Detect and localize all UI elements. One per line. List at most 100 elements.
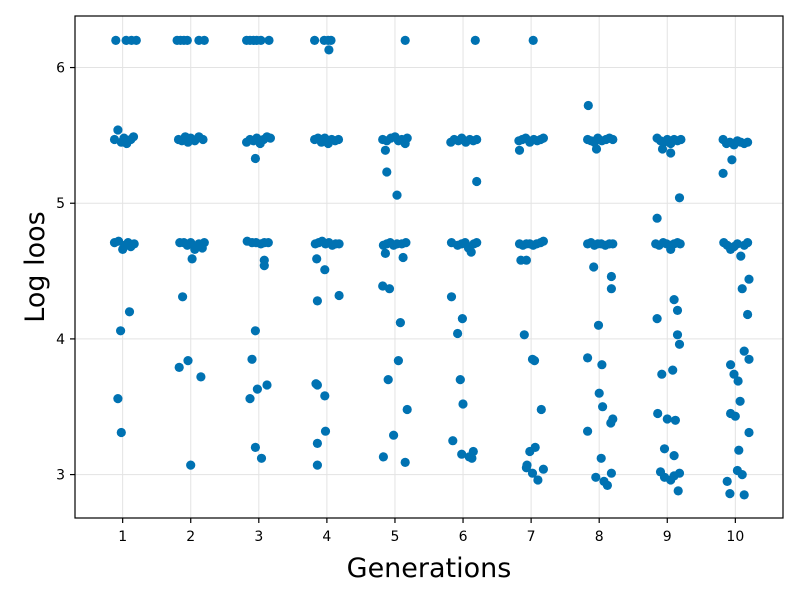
data-point bbox=[536, 404, 546, 415]
data-point bbox=[401, 238, 411, 248]
data-point bbox=[722, 476, 732, 486]
x-tick-label: 10 bbox=[726, 529, 744, 545]
data-point bbox=[674, 339, 685, 349]
data-point bbox=[312, 460, 322, 470]
data-point bbox=[739, 490, 749, 500]
data-point bbox=[593, 320, 604, 330]
data-point bbox=[583, 100, 593, 111]
data-point bbox=[392, 190, 402, 200]
data-point bbox=[672, 330, 683, 340]
data-point bbox=[199, 35, 209, 46]
data-point bbox=[252, 384, 262, 394]
data-point bbox=[196, 372, 206, 382]
data-point bbox=[458, 399, 468, 409]
data-point bbox=[606, 271, 617, 282]
data-point bbox=[382, 167, 392, 177]
x-tick-label: 8 bbox=[595, 529, 604, 545]
data-point bbox=[333, 134, 344, 145]
data-point bbox=[187, 254, 197, 264]
data-point bbox=[383, 375, 393, 385]
data-point bbox=[453, 328, 463, 339]
data-point bbox=[128, 132, 139, 142]
y-axis-title: Log loos bbox=[20, 211, 51, 322]
data-point bbox=[674, 193, 685, 203]
data-point bbox=[116, 326, 126, 336]
data-point bbox=[264, 35, 274, 46]
data-point bbox=[466, 247, 476, 257]
data-point bbox=[657, 144, 668, 154]
data-point bbox=[113, 394, 123, 404]
data-point bbox=[263, 238, 273, 248]
data-point bbox=[310, 35, 320, 46]
data-point bbox=[124, 307, 135, 317]
data-point bbox=[737, 284, 747, 294]
data-point bbox=[312, 254, 322, 264]
data-point bbox=[116, 427, 126, 438]
data-point bbox=[735, 396, 745, 406]
data-point bbox=[402, 133, 412, 143]
data-point bbox=[662, 414, 672, 424]
data-point bbox=[259, 261, 269, 271]
data-point bbox=[718, 168, 728, 178]
data-point bbox=[250, 326, 260, 336]
data-point bbox=[111, 35, 121, 46]
data-point bbox=[521, 255, 532, 265]
data-point bbox=[736, 251, 746, 261]
data-point bbox=[657, 369, 667, 379]
data-point bbox=[733, 376, 743, 386]
data-point bbox=[669, 295, 679, 305]
data-point bbox=[320, 265, 330, 275]
data-point bbox=[744, 354, 754, 364]
data-point bbox=[199, 238, 209, 248]
data-point bbox=[378, 452, 388, 462]
y-tick-label: 5 bbox=[56, 196, 65, 212]
data-point bbox=[606, 468, 617, 478]
data-point bbox=[521, 463, 532, 473]
data-point bbox=[653, 408, 663, 419]
data-point bbox=[529, 356, 540, 366]
data-point bbox=[446, 292, 457, 302]
data-point bbox=[312, 438, 322, 448]
data-point bbox=[670, 415, 681, 425]
x-tick-label: 3 bbox=[254, 529, 263, 545]
data-point bbox=[673, 486, 683, 496]
data-point bbox=[470, 35, 480, 46]
data-point bbox=[455, 375, 465, 385]
y-tick-label: 3 bbox=[56, 468, 65, 484]
y-tick-label: 6 bbox=[56, 61, 65, 77]
data-point bbox=[730, 411, 740, 421]
data-point bbox=[256, 35, 266, 46]
data-point bbox=[729, 369, 739, 379]
data-point bbox=[402, 404, 412, 415]
data-point bbox=[448, 436, 458, 446]
data-point bbox=[608, 134, 618, 145]
x-tick-label: 9 bbox=[663, 529, 672, 545]
data-point bbox=[395, 318, 405, 328]
x-tick-label: 7 bbox=[527, 529, 536, 545]
data-point bbox=[669, 451, 679, 461]
data-point bbox=[668, 365, 678, 375]
data-point bbox=[380, 248, 390, 258]
data-point bbox=[528, 35, 538, 46]
data-point bbox=[676, 134, 686, 145]
data-point bbox=[514, 145, 525, 155]
data-point bbox=[250, 442, 260, 452]
data-point bbox=[186, 460, 196, 470]
data-point bbox=[583, 426, 593, 436]
data-point bbox=[744, 274, 754, 284]
data-point bbox=[113, 125, 123, 135]
data-point bbox=[666, 475, 676, 485]
data-point bbox=[400, 457, 410, 467]
data-point bbox=[583, 353, 593, 363]
data-point bbox=[652, 314, 662, 324]
data-point bbox=[538, 236, 549, 246]
data-point bbox=[675, 239, 685, 249]
data-point bbox=[265, 133, 275, 143]
data-point bbox=[334, 239, 344, 249]
data-points bbox=[109, 35, 754, 500]
data-point bbox=[734, 445, 744, 455]
x-tick-label: 6 bbox=[459, 529, 468, 545]
data-point bbox=[727, 155, 737, 165]
axis-ticks: 1 2 3 4 5 6 7 8 9 10 3 4 5 6 bbox=[56, 61, 744, 545]
data-point bbox=[591, 144, 602, 154]
